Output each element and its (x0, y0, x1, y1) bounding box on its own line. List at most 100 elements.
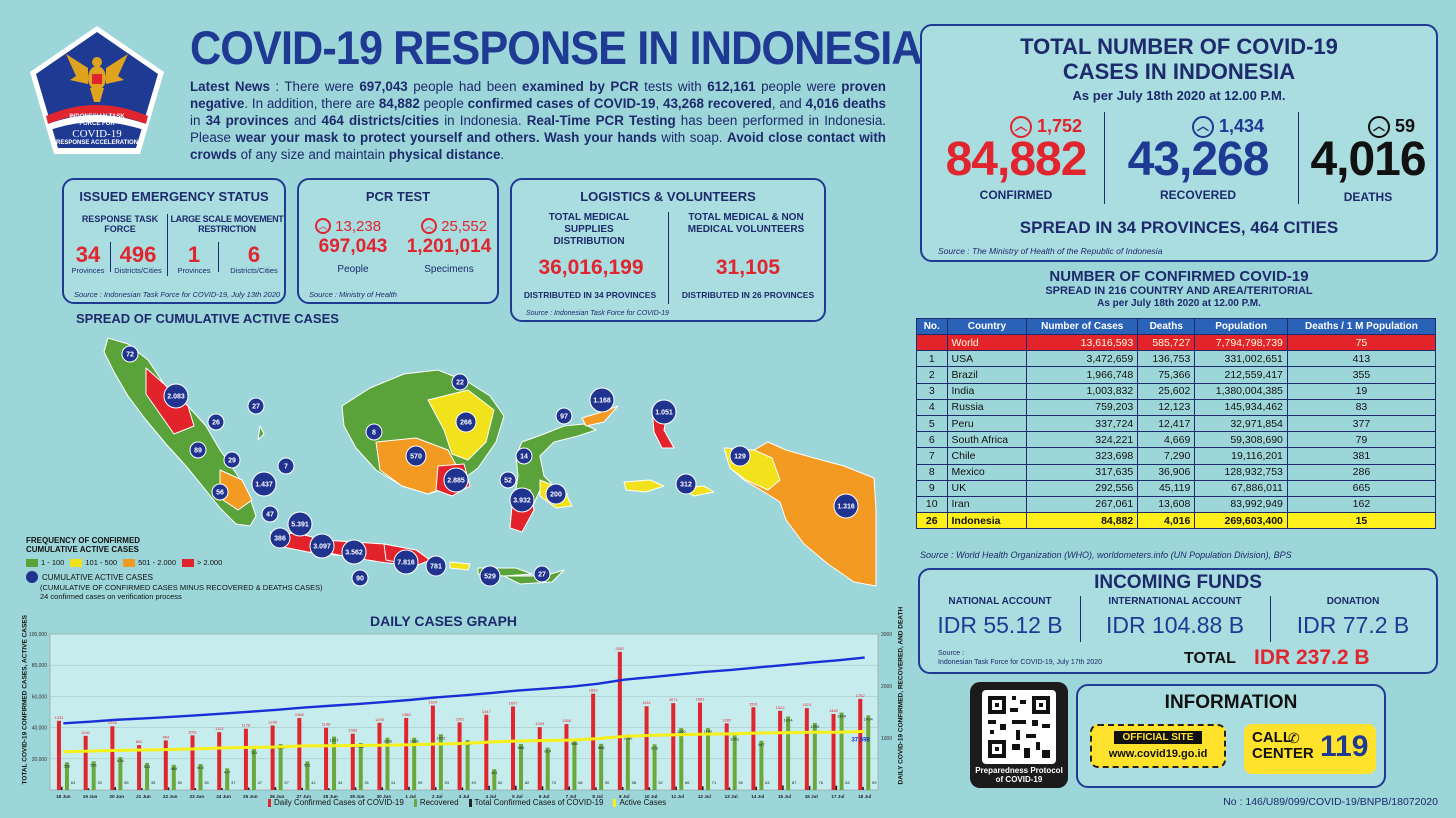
table-cell: Mexico (946, 463, 1028, 481)
up-arrow-icon: ︿ (421, 218, 437, 234)
confirmed-bar-label: 1591 (749, 701, 759, 706)
legend-circle-row: CUMULATIVE ACTIVE CASES (26, 571, 326, 583)
confirmed-bar-label: 1607 (509, 700, 519, 705)
x-tick: 4 Jul (485, 794, 495, 799)
map-case-circle: 89 (189, 441, 207, 459)
national-account-label: NATIONAL ACCOUNT (948, 596, 1052, 607)
incoming-funds-panel: INCOMING FUNDS NATIONAL ACCOUNT IDR 55.1… (918, 568, 1438, 674)
table-cell: 381 (1286, 447, 1437, 465)
map-legend: FREQUENCY OF CONFIRMED CUMULATIVE ACTIVE… (26, 536, 326, 601)
volunteers-value: 31,105 (715, 256, 781, 279)
deaths-bar (87, 788, 90, 790)
table-header-cell: Population (1194, 318, 1288, 335)
x-tick: 13 Jul (725, 794, 738, 799)
confirmed-bar (350, 733, 355, 790)
confirmed-bar (751, 707, 756, 790)
deaths-bar-label: 59 (872, 780, 877, 785)
deaths-bar-label: 71 (712, 780, 717, 785)
total-label: TOTAL (1184, 650, 1236, 667)
world-title: NUMBER OF CONFIRMED COVID-19 (1049, 268, 1309, 285)
confirmed-bar (778, 710, 783, 790)
map-circle-label: 2.083 (167, 394, 185, 401)
recovered-bar (866, 715, 871, 790)
qr-code-card[interactable]: Preparedness Protocol of COVID-19 (970, 682, 1068, 788)
table-cell: 4 (916, 398, 948, 416)
legend-label: > 2.000 (197, 558, 223, 567)
logo-line3: COVID-19 (72, 128, 122, 140)
deaths-bar (728, 787, 731, 790)
y-right-label: DAILY COVID-19 CONFIRMED, RECOVERED, AND… (897, 606, 905, 785)
table-cell: Peru (946, 414, 1028, 433)
recovered-bar (572, 739, 577, 790)
table-cell: 377 (1286, 414, 1437, 433)
pcr-specimens-delta: ︿ 25,552 (421, 218, 487, 235)
confirmed-bar (697, 702, 702, 790)
x-tick: 16 Jul (805, 794, 818, 799)
world-table-heading: NUMBER OF CONFIRMED COVID-19 SPREAD IN 2… (920, 268, 1438, 310)
logo-line4: RESPONSE ACCELERATION (55, 140, 138, 146)
divider (167, 214, 168, 276)
y-left-label-wrap: TOTAL COVID-19 CONFIRMED CASES, ACTIVE C… (14, 615, 29, 786)
map-case-circle: 3.097 (309, 533, 335, 559)
x-tick: 14 Jul (751, 794, 764, 799)
official-site-label: OFFICIAL SITE (1114, 731, 1202, 744)
legend-swatch (70, 558, 83, 567)
confirmed-bar-label: 1385 (402, 712, 412, 717)
table-cell: 10 (916, 495, 948, 514)
x-tick: 2 Jul (432, 794, 442, 799)
deaths-bar-label: 34 (338, 780, 343, 785)
table-header-cell: Deaths (1137, 318, 1196, 335)
map-circle-label: 129 (734, 454, 746, 461)
deaths-bar-label: 51 (391, 780, 396, 785)
map-circle-label: 3.562 (345, 550, 363, 557)
confirmed-bar (217, 732, 222, 790)
table-cell: 12,417 (1137, 414, 1196, 433)
deaths-bar (782, 785, 784, 790)
legend-label: 501 - 2.000 (138, 558, 177, 567)
table-cell: South Africa (946, 431, 1028, 449)
map-case-circle: 3.932 (509, 487, 535, 513)
active-cases-line (63, 729, 865, 754)
confirmed-bar-label: 1447 (482, 709, 492, 714)
confirmed-bar-label: 1301 (455, 716, 465, 721)
map-circle-label: 1.168 (593, 398, 611, 405)
x-tick: 15 Jul (778, 794, 791, 799)
legend-item: 101 - 500 (70, 558, 117, 567)
recovered-bar-label: 888 (598, 745, 605, 750)
recovered-bar (679, 728, 684, 790)
call-center-button[interactable]: CALL ✆ CENTER 119 (1244, 724, 1376, 774)
x-tick: 17 Jul (831, 794, 844, 799)
x-tick: 20 Jun (109, 794, 124, 799)
table-cell: 15 (1286, 512, 1437, 530)
map-circle-label: 8 (372, 430, 376, 437)
totals-source: Source : The Ministry of Health of the R… (938, 246, 1163, 256)
recovered-bar (412, 737, 417, 790)
confirmed-bar-label: 862 (136, 739, 143, 744)
recovered-bar (64, 762, 69, 790)
recovered-bar-label: 966 (571, 741, 578, 746)
recovered-bar (625, 734, 630, 790)
pcr-title: PCR TEST (365, 189, 431, 204)
map-circle-label: 1.437 (255, 482, 273, 489)
recovered-bar (332, 736, 337, 790)
deaths-bar (328, 788, 330, 790)
people-label: People (337, 264, 369, 275)
confirmed-bar (564, 724, 569, 790)
map-case-circle: 266 (455, 411, 477, 433)
recovered-bar-label: 1027 (330, 738, 340, 743)
divider (1104, 112, 1105, 204)
recovered-bar-label: 791 (251, 750, 258, 755)
recovered-bar-label: 1190 (677, 729, 686, 734)
provinces-label: Provinces (71, 266, 105, 275)
world-cases-table: No. Country Number of Cases Deaths Populatio… (916, 318, 1437, 530)
recovered-bar (705, 728, 710, 790)
official-site-link[interactable]: OFFICIAL SITE www.covid19.go.id (1090, 724, 1226, 768)
legend-label: Recovered (419, 798, 459, 807)
table-cell: 4,016 (1137, 512, 1196, 530)
table-cell: 26 (916, 512, 948, 530)
table-cell: 19,116,201 (1194, 447, 1288, 465)
table-cell: Brazil (946, 366, 1028, 384)
table-cell: 67,886,011 (1194, 479, 1288, 497)
map-circle-label: 22 (456, 380, 464, 387)
map-case-circle: 5.391 (287, 511, 313, 537)
